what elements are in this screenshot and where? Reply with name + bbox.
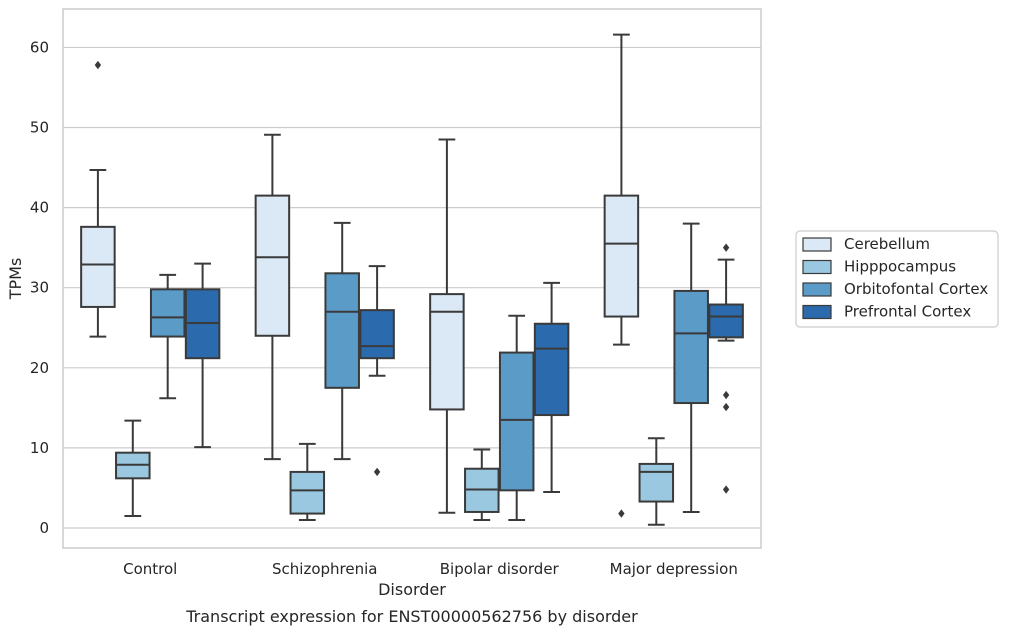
outlier-point — [618, 509, 625, 518]
legend: Cerebellum Hipppocampus Orbitofontal Corte… — [795, 230, 999, 328]
legend-swatch — [802, 259, 832, 275]
iqr-box — [254, 194, 291, 337]
outlier-point — [94, 60, 102, 70]
iqr-box — [673, 289, 709, 405]
plot-marks — [80, 33, 744, 526]
box-1-2 — [324, 221, 360, 461]
box-2-0 — [429, 138, 465, 514]
box-2-2 — [498, 314, 535, 521]
x-tick-label: Control — [123, 560, 177, 578]
outlier-point — [722, 243, 730, 252]
y-axis-ticks: 0 10 20 30 40 50 60 — [30, 38, 49, 537]
iqr-box — [289, 470, 326, 515]
x-tick-label: Major depression — [610, 560, 738, 578]
gridlines — [63, 46, 761, 529]
box-3-2 — [673, 222, 709, 513]
iqr-box — [324, 272, 360, 389]
iqr-box — [80, 225, 116, 308]
legend-frame — [795, 230, 999, 328]
y-tick-label: 30 — [30, 279, 49, 297]
iqr-box — [708, 303, 744, 339]
x-axis-label: Disorder — [378, 580, 446, 599]
y-tick-label: 20 — [30, 359, 49, 377]
box-3-1 — [638, 437, 675, 526]
legend-item: Hipppocampus — [802, 258, 956, 276]
box-1-0 — [254, 133, 291, 461]
box-3-3 — [708, 243, 744, 494]
outlier-point — [722, 390, 730, 400]
iqr-box — [533, 322, 570, 417]
box-1-3 — [359, 265, 395, 477]
box-2-1 — [464, 448, 500, 521]
x-tick-label: Schizophrenia — [272, 560, 377, 578]
legend-item: Prefrontal Cortex — [802, 303, 971, 321]
legend-swatch — [802, 237, 832, 252]
y-tick-label: 0 — [39, 519, 49, 537]
y-tick-label: 50 — [30, 119, 49, 137]
legend-item: Orbitofontal Cortex — [802, 280, 988, 298]
iqr-box — [429, 293, 465, 411]
legend-swatch — [802, 282, 832, 297]
legend-swatch — [802, 304, 832, 320]
outlier-point — [373, 467, 381, 477]
iqr-box — [498, 351, 535, 492]
box-0-2 — [149, 273, 186, 400]
box-2-3 — [533, 281, 570, 493]
outlier-point — [722, 485, 730, 494]
iqr-box — [603, 194, 640, 318]
x-axis-ticks: Control Schizophrenia Bipolar disorder Majo… — [123, 560, 738, 578]
legend-label: Cerebellum — [844, 235, 930, 253]
iqr-box — [149, 288, 186, 338]
box-0-3 — [184, 262, 221, 449]
y-axis-label: TPMs — [6, 258, 25, 301]
box-0-1 — [115, 419, 151, 517]
x-tick-label: Bipolar disorder — [440, 560, 560, 578]
box-1-1 — [289, 442, 326, 521]
iqr-box — [359, 309, 395, 360]
legend-label: Hipppocampus — [844, 258, 956, 276]
plot-area-border — [62, 8, 762, 549]
box-0-0 — [80, 60, 116, 338]
outlier-point — [722, 402, 730, 412]
legend-label: Orbitofontal Cortex — [844, 280, 988, 298]
box-3-0 — [603, 33, 640, 518]
legend-label: Prefrontal Cortex — [844, 303, 971, 321]
iqr-box — [638, 462, 675, 503]
y-tick-label: 40 — [30, 199, 49, 217]
y-tick-label: 60 — [30, 38, 49, 56]
y-tick-label: 10 — [30, 439, 49, 457]
legend-item: Cerebellum — [802, 235, 930, 253]
chart-caption: Transcript expression for ENST0000056275… — [185, 607, 638, 626]
